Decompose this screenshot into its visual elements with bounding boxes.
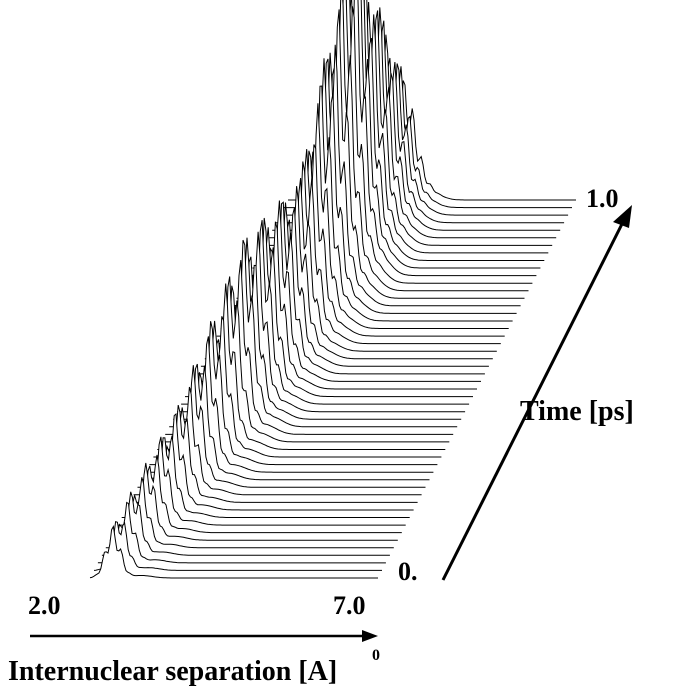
trace-fill xyxy=(141,364,430,482)
trace-line xyxy=(101,491,390,556)
x-tick-label-start: 2.0 xyxy=(28,591,61,620)
trace-line xyxy=(105,477,394,549)
time-axis-label: Time [ps] xyxy=(520,396,634,427)
trace-line xyxy=(109,462,398,541)
time-axis-arrow xyxy=(441,205,632,581)
trace-fill xyxy=(125,414,414,512)
x-tick-label-end: 7.0 xyxy=(333,591,366,620)
x-axis-label-ring: 0 xyxy=(372,647,380,664)
trace-fill xyxy=(133,387,422,497)
trace-fill xyxy=(149,321,438,467)
trace-group xyxy=(89,0,576,580)
trace-line xyxy=(117,436,406,526)
time-tick-label-end: 1.0 xyxy=(586,184,619,213)
trace-fill xyxy=(129,405,418,505)
trace-line xyxy=(121,435,410,518)
time-tick-label-start: 0. xyxy=(398,557,418,586)
x-axis-label-main: Internuclear separation [A xyxy=(8,656,329,687)
trace-line xyxy=(129,404,418,503)
trace-fill xyxy=(137,365,426,490)
x-axis-label-close: ] xyxy=(328,656,337,687)
trace-line xyxy=(133,386,422,496)
x-axis-arrow xyxy=(30,630,378,642)
trace-line xyxy=(97,501,386,564)
trace-fill xyxy=(90,526,378,580)
trace-line xyxy=(93,521,382,571)
trace-line xyxy=(125,412,414,511)
x-axis-label: Internuclear separation [A] xyxy=(8,656,337,687)
trace-fill xyxy=(145,336,434,475)
trace-fill xyxy=(153,316,442,459)
trace-line xyxy=(89,524,378,579)
trace-line xyxy=(113,454,402,534)
